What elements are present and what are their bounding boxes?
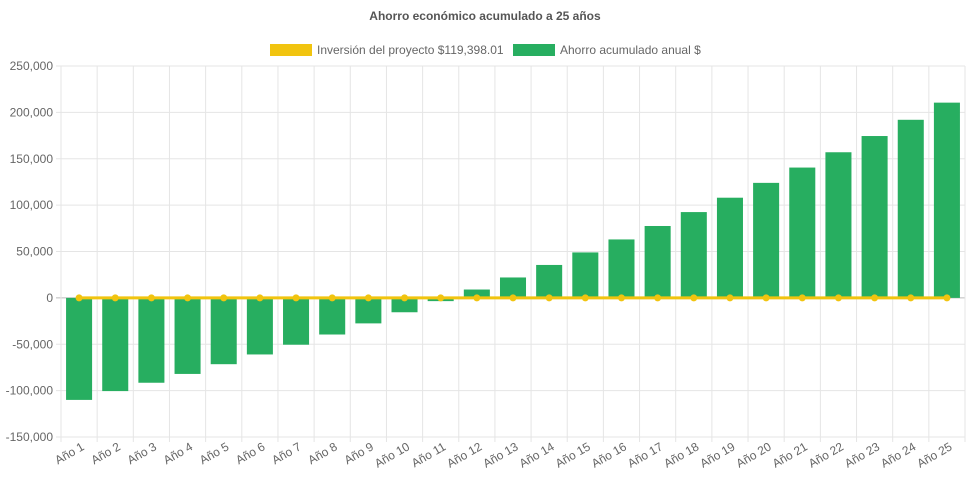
line-point <box>437 294 445 302</box>
bar-series <box>66 102 960 400</box>
bar <box>933 102 960 298</box>
line-point <box>401 294 409 302</box>
bar <box>753 182 780 298</box>
x-tick-label: Año 13 <box>481 439 521 470</box>
x-tick-label: Año 3 <box>125 439 159 467</box>
line-point <box>75 294 83 302</box>
bar <box>283 297 310 345</box>
line-point <box>762 294 770 302</box>
bar <box>861 136 888 298</box>
line-point <box>328 294 336 302</box>
line-point <box>834 294 842 302</box>
bar <box>680 212 707 298</box>
x-tick-label: Año 9 <box>342 439 376 467</box>
x-tick-label: Año 19 <box>698 439 738 470</box>
x-tick-label: Año 18 <box>661 439 701 470</box>
x-tick-label: Año 11 <box>409 439 448 470</box>
bar <box>391 297 418 313</box>
bar <box>463 289 490 298</box>
y-tick-label: 100,000 <box>10 198 54 212</box>
x-tick-label: Año 4 <box>161 439 195 467</box>
y-tick-label: 150,000 <box>10 152 54 166</box>
x-tick-label: Año 1 <box>52 439 86 467</box>
bar <box>897 119 924 298</box>
y-tick-label: 250,000 <box>10 59 54 73</box>
y-tick-label: -150,000 <box>6 430 54 444</box>
line-point <box>364 294 372 302</box>
x-tick-label: Año 17 <box>625 439 665 470</box>
line-point <box>726 294 734 302</box>
x-tick-label: Año 25 <box>914 439 954 470</box>
bar <box>138 297 165 383</box>
line-series <box>75 294 951 302</box>
y-axis: 250,000 200,000 150,000 100,000 50,000 0 -50,0… <box>6 59 54 444</box>
line-point <box>111 294 119 302</box>
x-tick-label: Año 22 <box>806 439 846 470</box>
line-point <box>654 294 662 302</box>
x-tick-label: Año 15 <box>553 439 593 470</box>
x-tick-label: Año 23 <box>842 439 882 470</box>
line-point <box>184 294 192 302</box>
y-tick-label: 50,000 <box>16 245 53 259</box>
y-tick-label: 0 <box>46 291 53 305</box>
bar <box>572 252 599 298</box>
bar <box>499 277 527 298</box>
bar <box>319 297 346 335</box>
legend-swatch-inversion <box>270 44 312 56</box>
line-point <box>617 294 625 302</box>
line-point <box>581 294 589 302</box>
legend-label-inversion: Inversión del proyecto $119,398.01 <box>317 43 504 57</box>
y-tick-label: -50,000 <box>12 337 53 351</box>
line-point <box>798 294 806 302</box>
bar <box>644 225 671 298</box>
line-point <box>509 294 517 302</box>
line-point <box>871 294 879 302</box>
bar <box>355 297 382 324</box>
line-point <box>473 294 481 302</box>
x-tick-label: Año 21 <box>770 439 810 470</box>
line-point <box>690 294 698 302</box>
chart-title: Ahorro económico acumulado a 25 años <box>369 9 601 23</box>
legend-label-ahorro: Ahorro acumulado anual $ <box>560 43 701 57</box>
bar <box>608 239 635 298</box>
line-point <box>147 294 155 302</box>
bar <box>210 297 237 365</box>
legend: Inversión del proyecto $119,398.01 Ahorro… <box>270 43 701 57</box>
bar <box>536 264 563 298</box>
bar <box>825 152 852 298</box>
line-point <box>220 294 228 302</box>
x-tick-label: Año 10 <box>372 439 412 470</box>
x-tick-label: Año 14 <box>517 439 557 470</box>
bar <box>66 297 93 400</box>
x-tick-label: Año 12 <box>444 439 484 470</box>
y-tick-label: -100,000 <box>6 384 54 398</box>
line-point <box>256 294 264 302</box>
x-tick-label: Año 8 <box>306 439 340 467</box>
bar <box>174 297 201 374</box>
x-tick-label: Año 7 <box>269 439 303 467</box>
legend-swatch-ahorro <box>513 44 555 56</box>
x-tick-label: Año 5 <box>197 439 231 467</box>
line-point <box>907 294 915 302</box>
bar <box>246 297 273 355</box>
x-tick-label: Año 16 <box>589 439 629 470</box>
line-point <box>943 294 951 302</box>
y-tick-label: 200,000 <box>10 105 54 119</box>
line-point <box>292 294 300 302</box>
x-tick-label: Año 20 <box>734 439 774 470</box>
x-tick-label: Año 24 <box>878 439 918 470</box>
line-point <box>545 294 553 302</box>
x-axis: Año 1 Año 2 Año 3 Año 4 Año 5 Año 6 Año 7 Año 8… <box>52 439 954 470</box>
bar <box>102 297 129 392</box>
bar <box>789 167 816 298</box>
bar <box>716 197 743 298</box>
x-tick-label: Año 2 <box>89 439 123 467</box>
x-tick-label: Año 6 <box>233 439 267 467</box>
